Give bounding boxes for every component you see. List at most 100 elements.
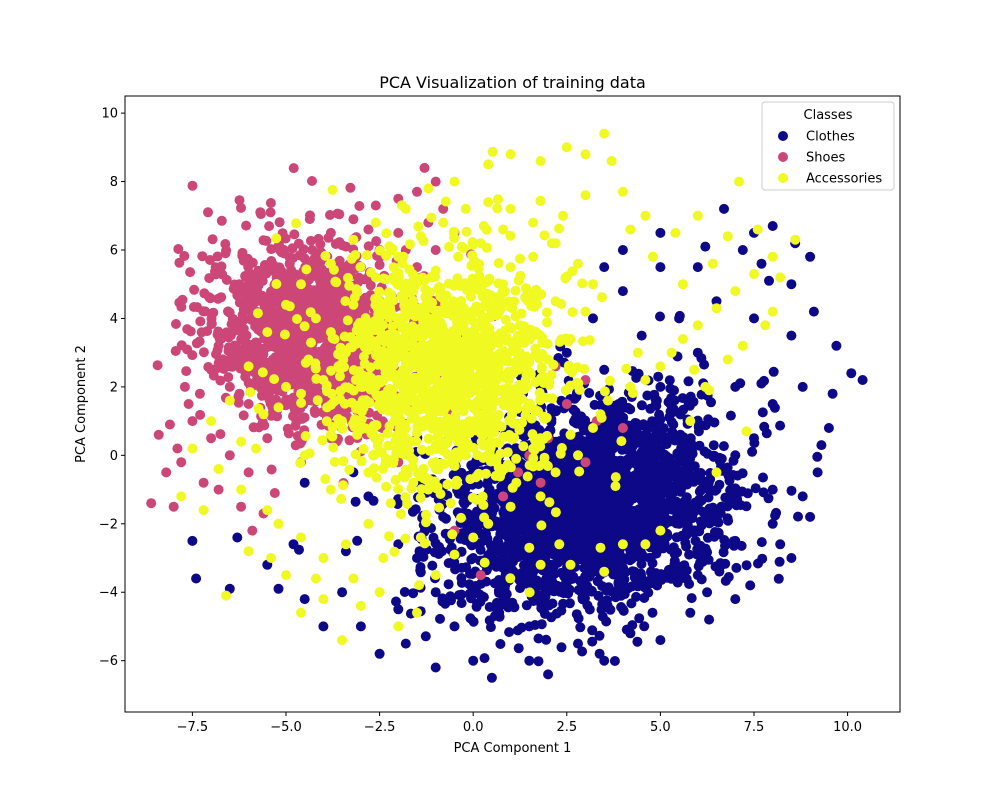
scatter-point <box>693 470 704 481</box>
scatter-point <box>229 279 240 290</box>
scatter-point <box>636 446 647 457</box>
scatter-point <box>297 413 308 424</box>
scatter-point <box>414 580 425 591</box>
scatter-point <box>495 639 506 649</box>
scatter-point <box>216 292 227 303</box>
scatter-point <box>805 511 816 522</box>
scatter-point <box>325 227 336 238</box>
scatter-point <box>426 212 437 223</box>
scatter-point <box>317 435 328 446</box>
scatter-point <box>176 457 187 468</box>
scatter-point <box>555 581 566 592</box>
scatter-point <box>521 283 531 294</box>
scatter-point <box>430 176 441 187</box>
scatter-point <box>677 393 688 404</box>
scatter-point <box>511 477 522 488</box>
scatter-point <box>224 381 235 392</box>
scatter-point <box>610 472 621 483</box>
scatter-point <box>269 374 280 385</box>
scatter-point <box>531 575 542 586</box>
scatter-point <box>393 539 404 550</box>
scatter-point <box>529 594 540 605</box>
scatter-point <box>408 588 419 599</box>
scatter-point <box>775 420 786 431</box>
scatter-point <box>623 402 634 413</box>
scatter-point <box>561 399 572 409</box>
scatter-point <box>759 421 770 432</box>
scatter-point <box>328 442 339 453</box>
scatter-point <box>292 314 302 324</box>
scatter-point <box>561 535 572 546</box>
scatter-point <box>587 625 598 636</box>
scatter-point <box>749 433 759 444</box>
scatter-point <box>604 490 615 500</box>
scatter-point <box>393 227 404 238</box>
scatter-point <box>599 364 610 375</box>
scatter-point <box>213 340 224 351</box>
scatter-point <box>550 517 561 528</box>
scatter-point <box>607 561 618 572</box>
scatter-point <box>682 503 693 514</box>
scatter-point <box>556 567 567 578</box>
scatter-point <box>590 512 601 523</box>
scatter-point <box>621 363 632 374</box>
scatter-point <box>649 495 660 506</box>
scatter-point <box>516 513 527 524</box>
scatter-point <box>191 573 202 584</box>
scatter-point <box>257 367 268 378</box>
scatter-point <box>299 594 310 605</box>
scatter-point <box>728 470 739 480</box>
scatter-point <box>164 419 175 430</box>
scatter-point <box>609 656 620 666</box>
scatter-point <box>213 326 224 337</box>
scatter-point <box>221 361 232 372</box>
scatter-point <box>412 553 422 563</box>
scatter-point <box>502 544 513 555</box>
scatter-point <box>747 446 758 457</box>
scatter-point <box>479 653 490 664</box>
scatter-point <box>391 596 401 607</box>
scatter-point <box>706 397 716 408</box>
scatter-point <box>570 406 581 417</box>
scatter-point <box>535 195 546 206</box>
scatter-point <box>615 590 626 601</box>
chart-title: PCA Visualization of training data <box>379 73 646 92</box>
scatter-point <box>677 573 688 583</box>
scatter-point <box>704 518 715 529</box>
scatter-point <box>363 491 374 502</box>
scatter-point <box>577 278 588 289</box>
scatter-point <box>674 313 685 324</box>
scatter-point <box>489 578 500 589</box>
scatter-point <box>542 338 553 349</box>
scatter-point <box>187 416 198 427</box>
scatter-point <box>352 535 363 546</box>
scatter-point <box>238 410 249 421</box>
scatter-point <box>756 258 767 269</box>
scatter-point <box>354 201 365 211</box>
scatter-point <box>248 422 259 433</box>
scatter-point <box>428 532 439 543</box>
scatter-point <box>664 412 675 423</box>
scatter-point <box>355 621 366 632</box>
scatter-point <box>363 224 374 235</box>
scatter-point <box>599 655 610 666</box>
scatter-point <box>310 408 321 418</box>
scatter-point <box>536 362 547 373</box>
scatter-point <box>327 431 338 442</box>
scatter-point <box>410 504 421 515</box>
scatter-point <box>189 284 200 295</box>
scatter-point <box>584 604 595 615</box>
scatter-point <box>685 437 696 448</box>
scatter-point <box>344 464 355 475</box>
scatter-point <box>284 258 295 269</box>
scatter-point <box>256 272 267 282</box>
scatter-point <box>424 445 435 456</box>
scatter-point <box>718 441 729 452</box>
scatter-point <box>456 598 467 609</box>
scatter-point <box>711 484 722 495</box>
scatter-point <box>650 394 661 405</box>
scatter-point <box>513 548 524 559</box>
scatter-point <box>318 621 329 632</box>
scatter-point <box>337 587 348 598</box>
scatter-point <box>224 450 235 461</box>
